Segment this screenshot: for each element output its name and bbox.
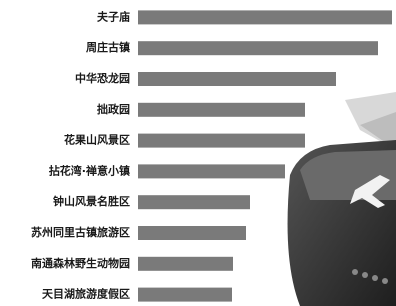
bar bbox=[138, 164, 285, 178]
bar bbox=[138, 257, 233, 271]
category-label: 天目湖旅游度假区 bbox=[42, 287, 130, 301]
decoration bbox=[288, 92, 396, 306]
category-label: 拈花湾·禅意小镇 bbox=[49, 163, 130, 177]
bar bbox=[138, 226, 246, 240]
bar bbox=[138, 72, 336, 86]
chart: 夫子庙周庄古镇中华恐龙园拙政园花果山风景区拈花湾·禅意小镇钟山风景名胜区苏州同里… bbox=[0, 0, 396, 306]
category-label: 苏州同里古镇旅游区 bbox=[31, 225, 130, 239]
bar bbox=[138, 288, 232, 302]
bar bbox=[138, 41, 378, 55]
category-label: 周庄古镇 bbox=[86, 40, 130, 54]
category-label: 夫子庙 bbox=[97, 9, 130, 23]
category-label: 南通森林野生动物园 bbox=[31, 256, 130, 270]
category-label: 拙政园 bbox=[97, 102, 130, 116]
bar bbox=[138, 103, 305, 117]
bar bbox=[138, 195, 250, 209]
category-label: 钟山风景名胜区 bbox=[53, 194, 130, 208]
category-label: 中华恐龙园 bbox=[75, 71, 130, 85]
bar bbox=[138, 10, 392, 24]
category-label: 花果山风景区 bbox=[64, 133, 130, 147]
bar bbox=[138, 134, 305, 148]
